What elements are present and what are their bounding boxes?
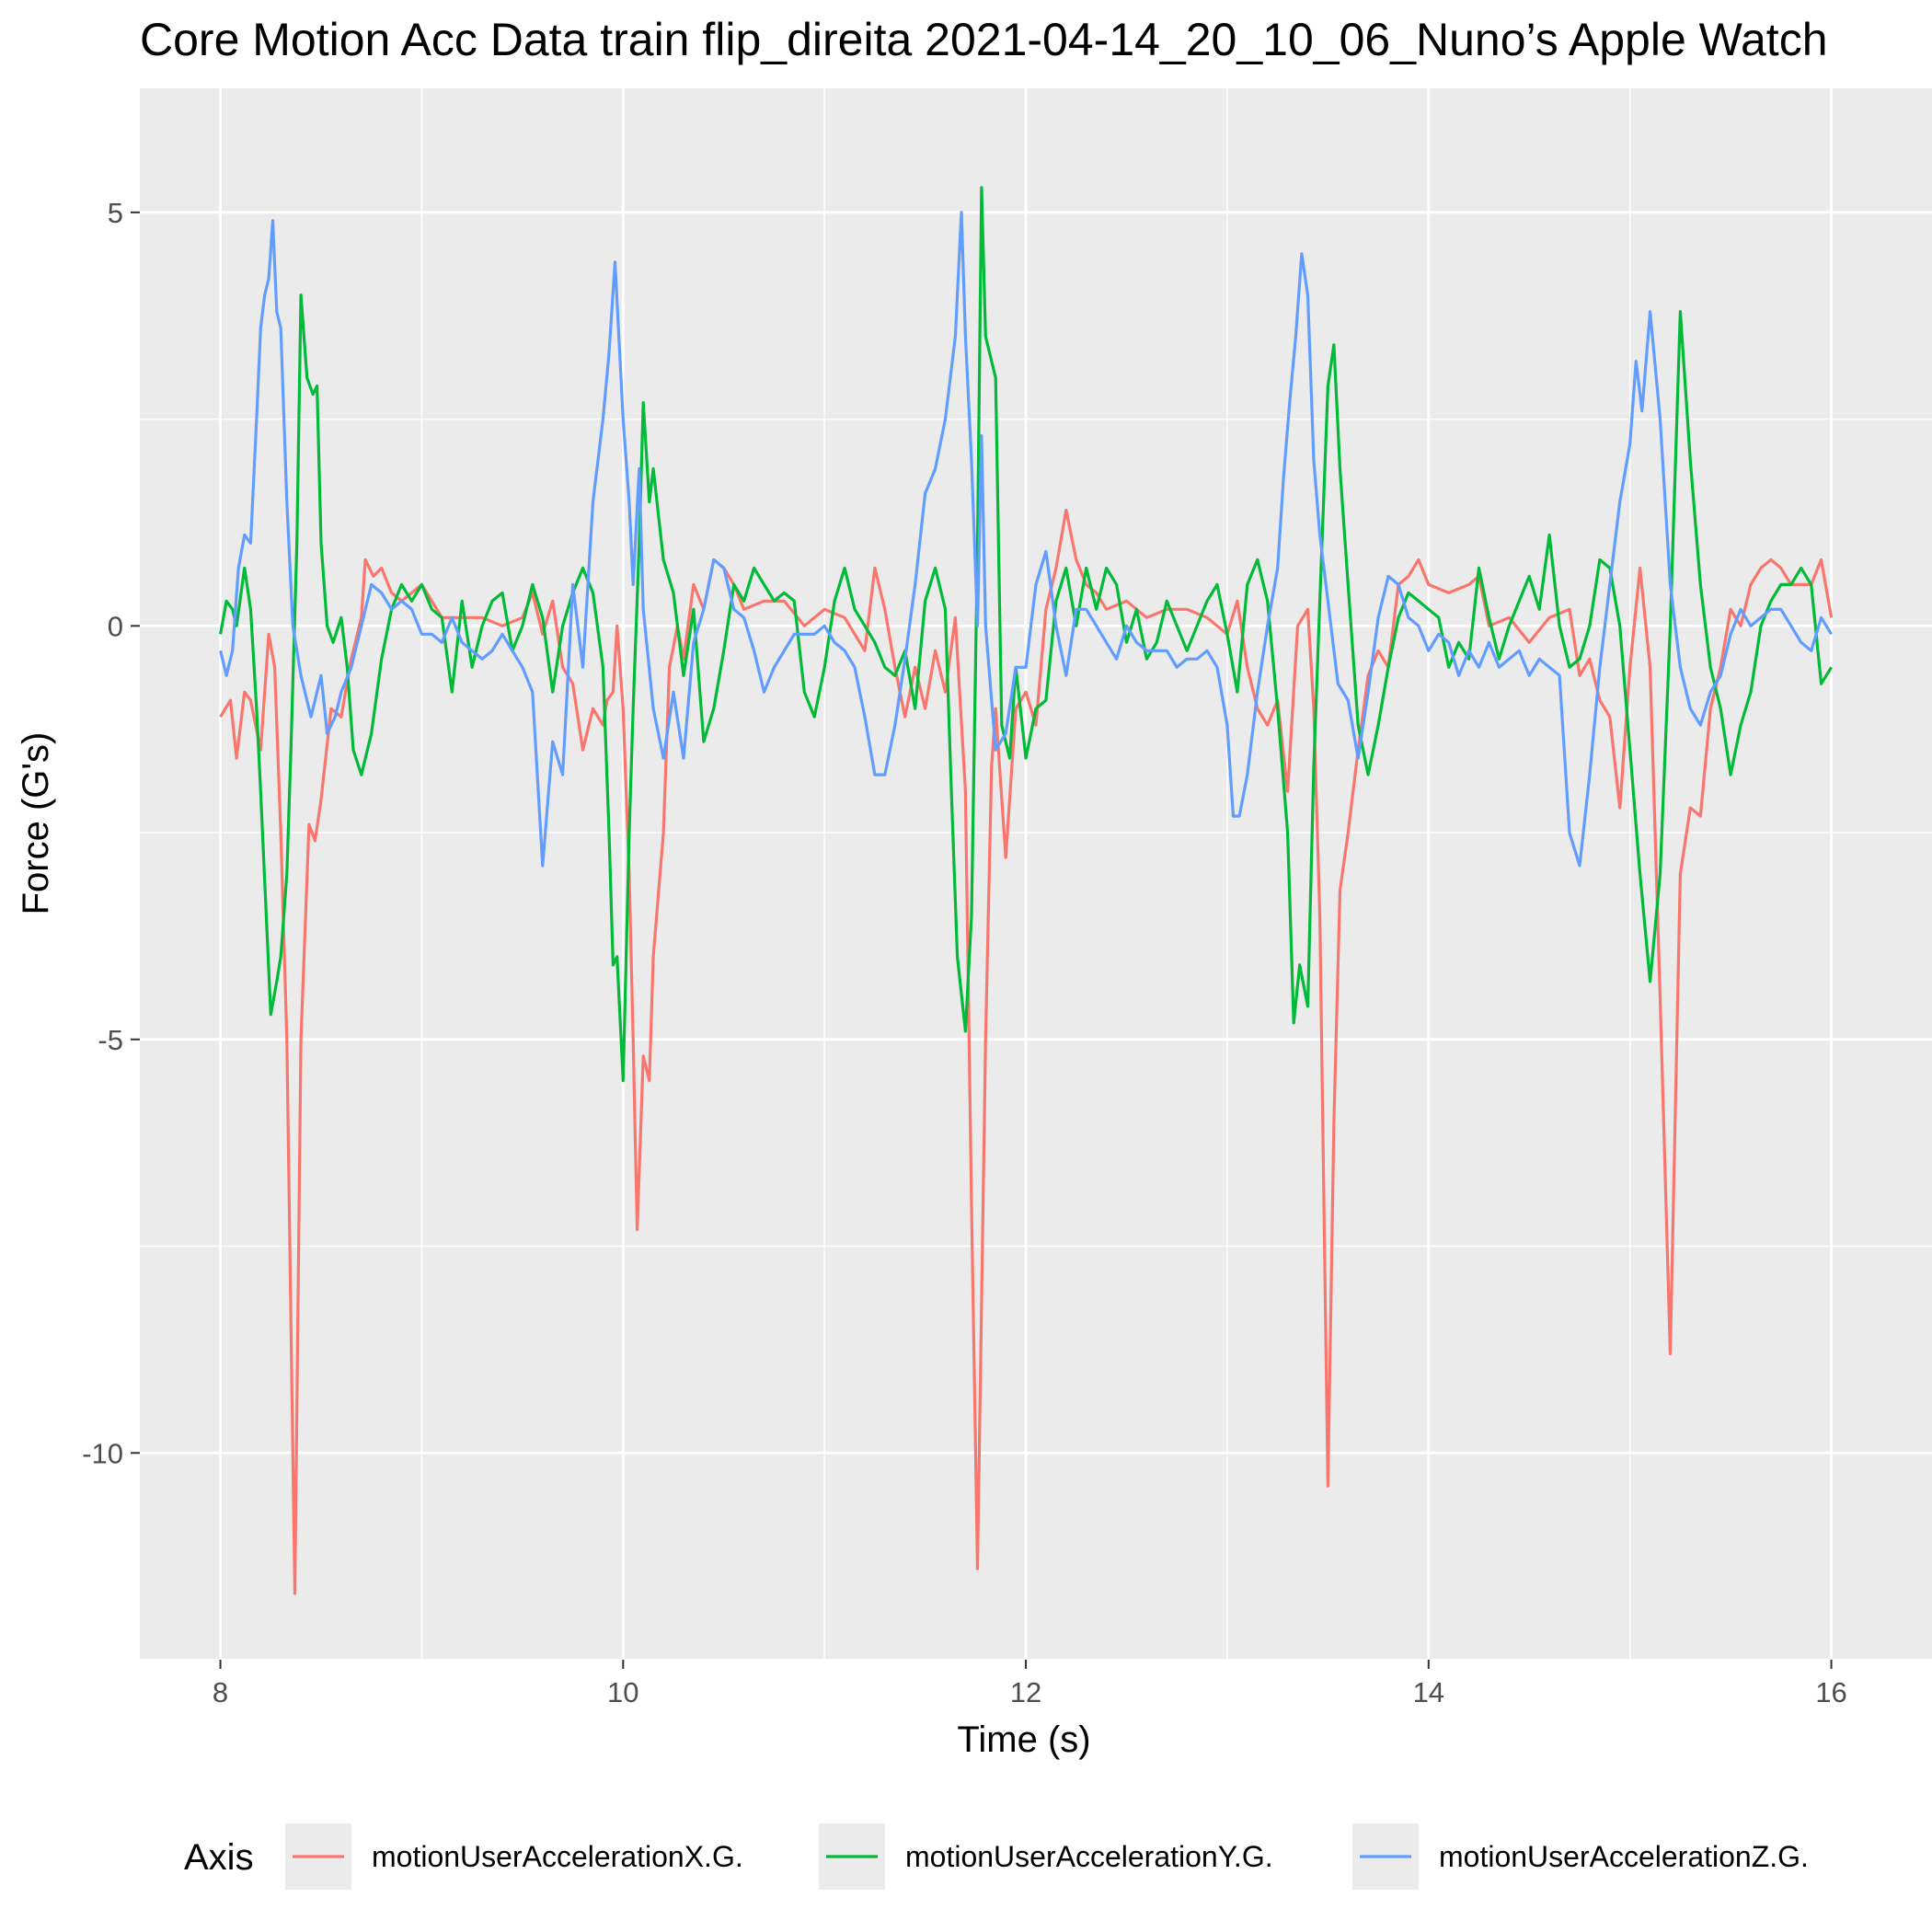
y-tick-label: 5	[108, 197, 123, 229]
legend: Axis motionUserAccelerationX.G. motionUse…	[184, 1823, 1809, 1890]
series-line-motionuseraccelerationx-g-	[219, 508, 1834, 1595]
legend-title: Axis	[184, 1837, 254, 1878]
legend-label: motionUserAccelerationZ.G.	[1439, 1840, 1809, 1873]
series-line-motionuseraccelerationz-g-	[219, 211, 1833, 868]
chart-title: Core Motion Acc Data train flip_direita …	[140, 14, 1828, 65]
y-tick-label: -10	[82, 1437, 123, 1469]
x-tick-label: 10	[607, 1676, 638, 1708]
y-axis: 5 0 -5 -10	[82, 197, 140, 1469]
x-tick-label: 8	[213, 1676, 228, 1708]
series-lines	[219, 186, 1834, 1595]
x-tick-label: 16	[1815, 1676, 1846, 1708]
x-tick-label: 12	[1010, 1676, 1041, 1708]
x-tick-label: 14	[1413, 1676, 1444, 1708]
x-axis-title: Time (s)	[957, 1719, 1090, 1760]
legend-label: motionUserAccelerationY.G.	[905, 1840, 1273, 1873]
series-line-motionuseraccelerationy-g-	[219, 186, 1833, 1083]
x-axis: 8 10 12 14 16	[213, 1660, 1847, 1708]
plot-panel	[140, 88, 1932, 1660]
minor-gridlines	[140, 88, 1932, 1661]
legend-label: motionUserAccelerationX.G.	[372, 1840, 743, 1873]
legend-items: motionUserAccelerationX.G. motionUserAcce…	[285, 1823, 1809, 1890]
y-tick-label: -5	[98, 1024, 123, 1056]
y-axis-title: Force (G's)	[16, 732, 56, 915]
y-tick-label: 0	[108, 610, 123, 642]
major-gridlines	[140, 88, 1932, 1660]
